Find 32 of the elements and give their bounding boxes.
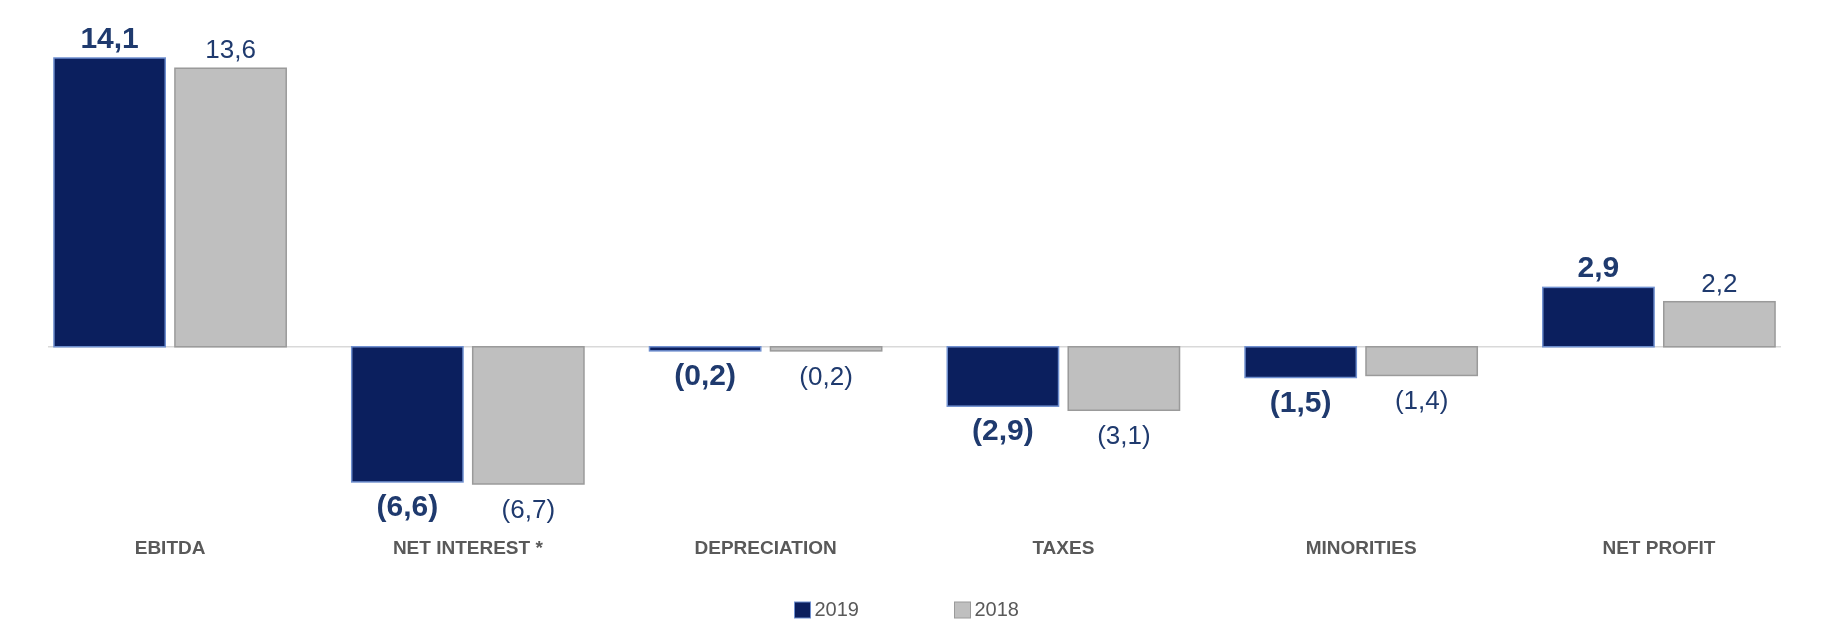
bar <box>471 346 585 485</box>
bar <box>1067 346 1181 412</box>
x-tick-label: MINORITIES <box>1305 537 1417 558</box>
bar <box>1542 286 1655 348</box>
data-label: (0,2) <box>674 357 736 391</box>
x-tick-label: NET PROFIT <box>1602 537 1716 558</box>
bar <box>946 346 1060 407</box>
bar <box>53 57 166 348</box>
bar <box>174 67 287 348</box>
x-tick-label: TAXES <box>1032 537 1095 558</box>
legend-label: 2019 <box>814 598 859 620</box>
data-label: (2,9) <box>972 413 1034 447</box>
bar <box>1365 346 1479 377</box>
legend-label: 2018 <box>974 598 1019 620</box>
x-tick-label: NET INTEREST * <box>392 537 544 558</box>
data-label: (0,2) <box>799 360 853 391</box>
data-label: 14,1 <box>80 21 139 54</box>
x-tick-label: EBITDA <box>134 537 206 558</box>
data-label: 2,2 <box>1701 267 1738 298</box>
data-label: (3,1) <box>1097 420 1151 451</box>
data-label: 13,6 <box>205 34 256 65</box>
bar <box>350 346 464 483</box>
bar <box>769 346 883 352</box>
bar <box>648 346 762 352</box>
x-tick-label: DEPRECIATION <box>694 537 837 558</box>
data-label: (6,6) <box>376 488 439 522</box>
data-label: (1,5) <box>1269 384 1332 418</box>
data-label: (1,4) <box>1394 385 1449 416</box>
bar <box>1244 346 1358 379</box>
bar <box>1663 300 1776 348</box>
data-label: (6,7) <box>501 494 556 524</box>
data-label: 2,9 <box>1577 250 1620 284</box>
